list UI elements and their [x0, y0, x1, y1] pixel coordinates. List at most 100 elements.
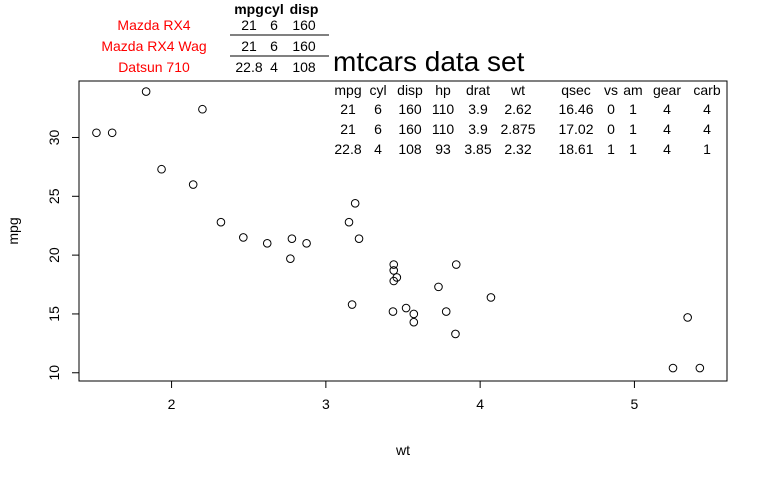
- data-point: [262, 239, 272, 248]
- x-tick-label: 4: [476, 396, 484, 412]
- big-table-cell: 160: [398, 101, 422, 117]
- big-table-cell: 6: [374, 101, 382, 117]
- big-table-cell: 1: [607, 141, 615, 157]
- big-table-header: gear: [653, 82, 681, 98]
- small-table-row-name: Mazda RX4: [117, 17, 190, 33]
- y-axis: 10 15 20 25 30: [46, 129, 80, 381]
- small-table-cell: 6: [270, 17, 278, 33]
- big-table-header: mpg: [334, 82, 361, 98]
- big-table-cell: 21: [340, 121, 356, 137]
- data-point: [239, 233, 248, 242]
- data-point: [401, 303, 411, 313]
- small-table-cell: 21: [241, 17, 257, 33]
- big-table-cell: 0: [607, 121, 615, 137]
- small-table-cell: 4: [270, 59, 278, 75]
- small-table: mpg cyl disp Mazda RX4 Mazda RX4 Wag Datsun 7…: [101, 1, 329, 75]
- chart-title: mtcars data set: [333, 46, 525, 77]
- small-table-cell: 160: [292, 38, 316, 54]
- data-point: [409, 309, 419, 319]
- x-axis: 2 3 4 5: [168, 380, 639, 412]
- y-tick-label: 25: [46, 188, 62, 204]
- big-table-cell: 1: [629, 121, 637, 137]
- big-table-header: cyl: [369, 82, 386, 98]
- data-point: [188, 180, 198, 189]
- data-point: [350, 199, 360, 208]
- data-point: [347, 300, 357, 309]
- small-table-cell: 160: [292, 17, 316, 33]
- big-table-cell: 4: [663, 141, 671, 157]
- x-tick-label: 3: [322, 396, 330, 412]
- big-table-header: disp: [397, 82, 423, 98]
- big-table-cell: 4: [374, 141, 382, 157]
- big-table-cell: 4: [703, 101, 711, 117]
- data-point: [286, 254, 295, 263]
- big-table-cell: 6: [374, 121, 382, 137]
- big-table-cell: 2.875: [500, 121, 535, 137]
- big-table-cell: 108: [398, 141, 422, 157]
- small-table-header: mpg: [234, 1, 264, 17]
- big-table-cell: 0: [607, 101, 615, 117]
- data-point: [683, 313, 692, 322]
- data-point: [157, 164, 166, 174]
- small-table-header: disp: [290, 1, 319, 17]
- big-table-cell: 3.85: [464, 141, 491, 157]
- data-point: [389, 266, 399, 275]
- small-table-cell: 22.8: [235, 59, 262, 75]
- small-table-row-name: Mazda RX4 Wag: [101, 38, 206, 54]
- data-point: [409, 317, 419, 327]
- big-table-cell: 1: [629, 101, 637, 117]
- x-tick-label: 2: [168, 396, 176, 412]
- data-point: [451, 329, 460, 339]
- big-table-cell: 4: [703, 121, 711, 137]
- data-point: [668, 363, 678, 373]
- big-table-cell: 3.9: [468, 101, 488, 117]
- big-table-cell: 3.9: [468, 121, 488, 137]
- big-table-header: am: [623, 82, 642, 98]
- data-point: [287, 234, 297, 243]
- small-table-cell: 21: [241, 38, 257, 54]
- data-point: [695, 363, 705, 373]
- data-point: [216, 217, 226, 227]
- small-table-cell: 108: [292, 59, 316, 75]
- data-point: [441, 307, 451, 316]
- y-tick-label: 20: [46, 247, 62, 263]
- data-point: [198, 104, 207, 114]
- points-layer: [92, 87, 705, 373]
- y-axis-label: mpg: [5, 217, 21, 244]
- small-table-cell: 6: [270, 38, 278, 54]
- big-table-cell: 1: [703, 141, 711, 157]
- y-tick-label: 15: [46, 306, 62, 322]
- data-point: [354, 234, 364, 243]
- data-point: [451, 260, 461, 269]
- big-table-header: qsec: [561, 82, 591, 98]
- big-table-cell: 17.02: [558, 121, 593, 137]
- data-point: [302, 239, 311, 248]
- data-point: [486, 293, 496, 302]
- data-point: [107, 128, 117, 138]
- big-table-header: drat: [466, 82, 490, 98]
- big-table-cell: 2.32: [504, 141, 531, 157]
- big-table-cell: 1: [629, 141, 637, 157]
- small-table-header: cyl: [264, 1, 283, 17]
- big-table-cell: 4: [663, 121, 671, 137]
- big-table-header: hp: [435, 82, 451, 98]
- big-table-cell: 2.62: [504, 101, 531, 117]
- data-point: [389, 260, 399, 269]
- data-point: [141, 87, 151, 96]
- data-point: [389, 276, 399, 286]
- big-table-cell: 110: [432, 121, 455, 137]
- data-point: [434, 282, 443, 292]
- data-point: [388, 307, 398, 316]
- y-tick-label: 30: [46, 129, 62, 145]
- big-table-header: vs: [604, 82, 618, 98]
- x-tick-label: 5: [631, 396, 639, 412]
- big-table-cell: 4: [663, 101, 671, 117]
- data-point: [344, 217, 354, 227]
- big-table-cell: 16.46: [558, 101, 593, 117]
- big-table-cell: 21: [340, 101, 356, 117]
- big-table-header: carb: [693, 82, 720, 98]
- big-table-cell: 110: [432, 101, 455, 117]
- big-table-cell: 93: [435, 141, 451, 157]
